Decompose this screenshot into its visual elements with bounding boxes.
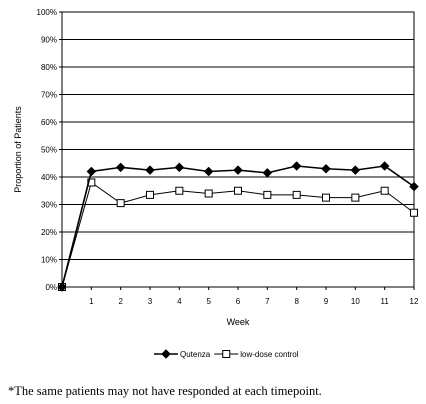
data-point xyxy=(263,190,272,199)
x-tick-label: 12 xyxy=(410,297,419,306)
data-point xyxy=(204,189,213,198)
data-point xyxy=(86,166,97,177)
y-tick-label: 90% xyxy=(41,36,57,45)
data-point xyxy=(175,186,184,195)
legend-item: low-dose control xyxy=(214,350,299,359)
y-tick-label: 10% xyxy=(41,256,57,265)
series-1 xyxy=(57,161,419,292)
data-point xyxy=(222,350,231,358)
x-tick-label: 6 xyxy=(236,297,241,306)
x-tick-label: 4 xyxy=(177,297,182,306)
data-point xyxy=(380,186,389,195)
y-tick-labels: 0% 10% 20% 30% 40% 50% 60% 70% 80% 90% 100% xyxy=(37,8,62,292)
data-point xyxy=(116,199,125,208)
data-point xyxy=(234,186,242,195)
series-2 xyxy=(58,178,418,291)
data-point xyxy=(57,282,67,292)
data-point xyxy=(292,190,301,199)
data-point xyxy=(145,165,155,175)
y-tick-label: 40% xyxy=(41,173,57,182)
data-point xyxy=(262,168,273,178)
y-tick-label: 80% xyxy=(41,63,57,72)
legend-item: Qutenza xyxy=(154,349,211,359)
x-tick-label: 8 xyxy=(294,297,299,306)
gridlines xyxy=(62,39,414,260)
data-point xyxy=(322,193,330,202)
y-tick-label: 100% xyxy=(37,8,57,17)
data-point xyxy=(115,162,126,173)
y-tick-label: 30% xyxy=(41,201,57,210)
x-tick-label: 3 xyxy=(148,297,153,306)
data-point xyxy=(146,190,154,199)
plot-area xyxy=(61,11,415,288)
legend: Qutenza low-dose control xyxy=(154,349,299,359)
y-axis-title: Proportion of Patients xyxy=(13,106,23,193)
data-point xyxy=(291,161,302,171)
y-tick-label: 20% xyxy=(41,228,57,237)
x-tick-label: 9 xyxy=(324,297,329,306)
data-point xyxy=(203,166,214,177)
data-point xyxy=(161,349,171,359)
series-line xyxy=(61,165,415,288)
x-tick-labels: 1 2 3 4 5 6 7 8 9 10 11 12 xyxy=(89,287,419,306)
x-tick-label: 5 xyxy=(206,297,211,306)
x-tick-label: 11 xyxy=(381,297,390,306)
series-group xyxy=(57,161,419,292)
x-axis-title: Week xyxy=(227,317,250,327)
footnote: *The same patients may not have responde… xyxy=(8,384,322,398)
data-point xyxy=(409,181,419,192)
legend-label: low-dose control xyxy=(240,350,298,359)
data-point xyxy=(321,163,331,174)
series-line xyxy=(61,181,415,288)
data-point xyxy=(351,193,360,202)
data-point xyxy=(233,165,243,175)
data-point xyxy=(410,208,418,217)
y-tick-label: 50% xyxy=(41,146,57,155)
y-tick-label: 60% xyxy=(41,118,57,127)
data-point xyxy=(379,161,390,171)
data-point xyxy=(174,162,185,173)
legend-label: Qutenza xyxy=(180,350,211,359)
y-tick-label: 0% xyxy=(45,283,57,292)
x-tick-label: 1 xyxy=(89,297,94,306)
x-tick-label: 10 xyxy=(351,297,360,306)
data-point xyxy=(350,165,361,175)
x-tick-label: 2 xyxy=(118,297,123,306)
y-tick-label: 70% xyxy=(41,91,57,100)
x-tick-label: 7 xyxy=(265,297,270,306)
